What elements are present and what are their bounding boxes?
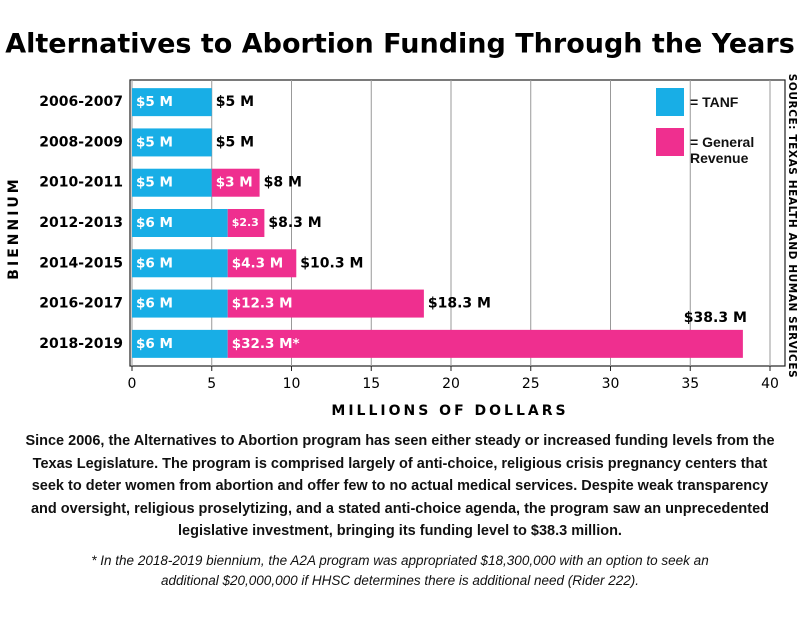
y-axis-label: BIENNIUM [6,176,22,279]
bar-segment [132,88,212,117]
value-label: $5 M [136,134,173,150]
legend: = TANF = General Revenue [656,88,770,178]
y-tick-label: 2016-2017 [39,296,123,312]
total-label: $5 M [216,94,254,110]
x-tick-label: 40 [761,376,779,392]
bar-segment [227,289,424,318]
description: Since 2006, the Alternatives to Abortion… [25,433,775,539]
legend-swatch [656,128,684,156]
bar-segment [132,289,228,318]
total-label: $8.3 M [268,215,321,231]
legend-item: = TANF [656,88,770,116]
value-label: $12.3 M [232,296,293,312]
bar-segment [132,249,228,278]
value-label: $5 M [136,175,173,191]
value-label: $4.3 M [232,255,283,271]
legend-item: = General Revenue [656,128,770,166]
x-tick-label: 10 [283,376,301,392]
y-tick-label: 2012-2013 [39,215,123,231]
bar-segment [132,168,212,197]
y-tick-label: 2018-2019 [39,336,123,352]
value-label: $6 M [136,336,173,352]
total-label: $8 M [264,175,302,191]
value-label: $3 M [216,175,253,191]
x-tick-label: 0 [128,376,137,392]
y-tick-label: 2006-2007 [39,94,123,110]
total-label: $10.3 M [300,255,363,271]
y-tick-label: 2010-2011 [39,175,123,191]
bar-segment [227,249,297,278]
footnote: * In the 2018-2019 biennium, the A2A pro… [91,553,709,588]
legend-swatch [656,88,684,116]
y-tick-label: 2014-2015 [39,255,123,271]
bar-segment [211,168,260,197]
x-tick-label: 30 [602,376,620,392]
legend-label: = TANF [690,94,739,110]
x-tick-label: 5 [207,376,216,392]
total-label: $18.3 M [428,296,491,312]
y-tick-label: 2008-2009 [39,134,123,150]
plot-frame [129,79,786,367]
x-axis-label: MILLIONS OF DOLLARS [331,403,568,419]
bar-segment [132,329,228,358]
source: SOURCE: TEXAS HEALTH AND HUMAN SERVICES [786,74,798,379]
bar-segment [132,209,228,237]
x-tick-label: 20 [442,376,460,392]
x-tick-label: 15 [362,376,380,392]
value-label: $6 M [136,296,173,312]
x-tick-label: 25 [522,376,540,392]
value-label: $6 M [136,255,173,271]
chart-title: Alternatives to Abortion Funding Through… [5,29,795,60]
legend-label: = General Revenue [690,134,755,166]
value-label: $6 M [136,215,173,231]
total-label: $5 M [216,134,254,150]
total-label: $38.3 M [684,310,747,326]
value-label: $32.3 M* [232,336,300,352]
value-label: $5 M [136,94,173,110]
bar-segment [227,329,743,358]
value-label: $2.3 [232,216,259,229]
bar-segment [132,128,212,157]
bar-segment [227,209,265,237]
x-tick-label: 35 [681,376,699,392]
